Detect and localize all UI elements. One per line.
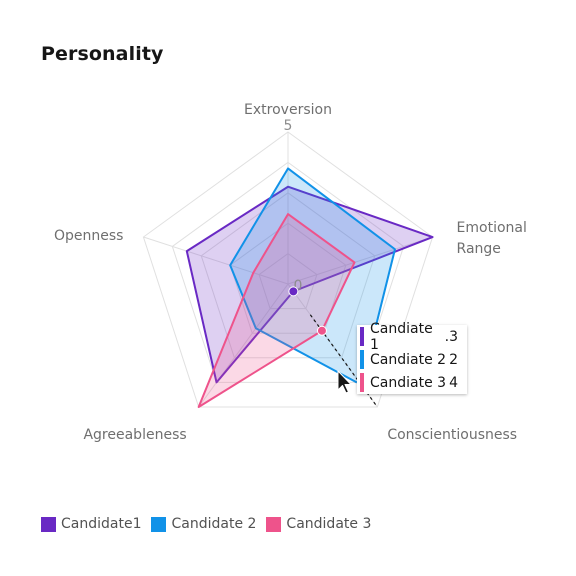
axis-label-3: Conscientiousness <box>387 427 517 443</box>
legend-label-candidate-2: Candidate 2 <box>171 516 257 532</box>
grid-spoke-5 <box>143 236 289 285</box>
legend: Candidate1 Candidate 2 Candidate 3 <box>41 516 371 532</box>
grid-ring-3 <box>200 192 376 359</box>
grid-ring-1 <box>258 252 318 310</box>
chart-title: Personality <box>41 43 164 65</box>
hover-point-candidate-3 <box>316 325 327 336</box>
axis-label-2-line-2: Range <box>457 241 501 257</box>
legend-item-candidate-2[interactable]: Candidate 2 <box>151 516 256 532</box>
tick-label-min: 0 <box>294 278 303 294</box>
tooltip-row-candidate-2: Candiate 2 2 <box>357 348 467 371</box>
tooltip-swatch-candidate-2 <box>360 350 364 369</box>
axis-label-5: Openness <box>54 228 123 244</box>
grid-spoke-2 <box>287 236 433 285</box>
tooltip-row-candidate-3: Candiate 3 4 <box>357 371 467 394</box>
tooltip-value-candidate-1: .3 <box>444 328 458 345</box>
tooltip-label-candidate-3: Candiate 3 <box>370 374 447 391</box>
legend-label-candidate-3: Candidate 3 <box>286 516 372 532</box>
tooltip-swatch-candidate-1 <box>360 327 364 346</box>
legend-swatch-candidate-1 <box>41 516 56 532</box>
grid-ring-5 <box>142 131 434 408</box>
axis-label-2-line-1: Emotional <box>457 220 527 236</box>
tooltip-label-candidate-2: Candiate 2 <box>370 351 447 368</box>
grid-ring-4 <box>171 161 405 383</box>
grid-ring-2 <box>229 222 347 334</box>
series-area-candidate-3 <box>197 213 356 408</box>
hover-point-candidate-1 <box>288 286 299 297</box>
legend-swatch-candidate-2 <box>151 516 167 532</box>
legend-swatch-candidate-3 <box>266 516 282 532</box>
tooltip-label-candidate-1: Candiate 1 <box>370 320 433 353</box>
axis-label-1: Extroversion <box>244 102 332 118</box>
mouse-cursor-icon <box>337 370 352 394</box>
legend-item-candidate-1[interactable]: Candidate1 <box>41 516 141 532</box>
series-area-candidate-2 <box>229 167 396 386</box>
tooltip-value-candidate-2: 2 <box>449 351 458 368</box>
tooltip-value-candidate-3: 4 <box>449 374 458 391</box>
tooltip-row-candidate-1: Candiate 1 .3 <box>357 321 467 353</box>
tooltip: Candiate 1 .3 Candiate 2 2 Candiate 3 4 <box>357 321 467 394</box>
legend-label-candidate-1: Candidate1 <box>61 516 142 532</box>
tooltip-swatch-candidate-3 <box>360 373 364 392</box>
legend-item-candidate-3[interactable]: Candidate 3 <box>266 516 371 532</box>
grid-spoke-4 <box>198 283 289 408</box>
axis-label-4: Agreeableness <box>83 427 186 443</box>
tick-label-max: 5 <box>284 118 293 134</box>
